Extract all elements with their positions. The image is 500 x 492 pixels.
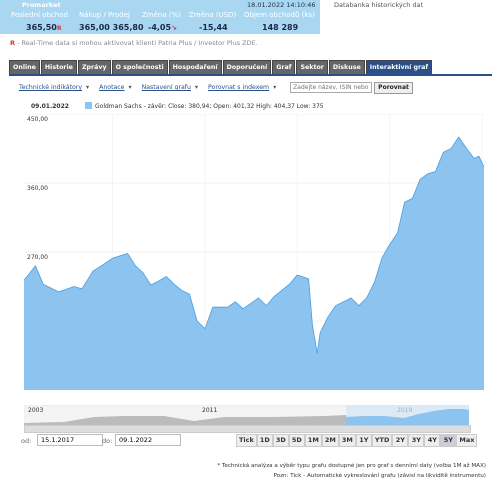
footnote-1: * Technická analýza a výběr typu grafu d… <box>217 463 486 469</box>
header-last-trade: Poslední obchod <box>11 11 68 19</box>
header-change-pct: Změna (%) <box>142 11 181 19</box>
header-change-usd: Změna (USD) <box>189 11 237 19</box>
navigator-year-label: 2003 <box>28 407 43 414</box>
chevron-down-icon[interactable]: ▾ <box>128 84 132 91</box>
range-button-5y[interactable]: 5Y <box>440 434 457 447</box>
tab-doporuceni[interactable]: Doporučení <box>222 60 272 75</box>
range-button-1d[interactable]: 1D <box>256 434 273 447</box>
chevron-down-icon[interactable]: ▾ <box>194 84 199 91</box>
navigator-history-area <box>24 415 346 425</box>
date-range: od: do: <box>0 434 500 448</box>
tab-zpravy[interactable]: Zprávy <box>77 60 111 75</box>
to-date-input[interactable] <box>115 434 181 446</box>
to-label: do: <box>102 437 113 445</box>
history-link[interactable]: Databanka historických dat <box>334 1 424 9</box>
range-button-ytd[interactable]: YTD <box>371 434 393 447</box>
compare-index-link[interactable]: Porovnat s indexem <box>208 84 270 91</box>
y-tick-label: 360,00 <box>27 185 48 192</box>
tab-o-spolecnosti[interactable]: O společnosti <box>111 60 168 75</box>
range-button-3d[interactable]: 3D <box>272 434 289 447</box>
change-usd-value: -15,44 <box>199 23 228 32</box>
tab-interaktivni-graf[interactable]: Interaktivní graf <box>365 60 433 75</box>
tab-bar: Online Historie Zprávy O společnosti Hos… <box>9 60 433 75</box>
header-volume: Objem obchodů (ks) <box>244 11 315 19</box>
realtime-notice: R - Real-Time data si mohou aktivovat kl… <box>10 39 258 47</box>
y-tick-label: 270,00 <box>27 254 48 261</box>
tab-graf[interactable]: Graf <box>272 60 296 75</box>
series-line <box>24 136 484 354</box>
realtime-flag: R <box>56 25 62 32</box>
chart-header: 09.01.2022 Goldman Sachs - závěr: Close:… <box>25 101 485 113</box>
range-buttons: Tick 1D 3D 5D 1M 2M 3M 1Y YTD 2Y 3Y 4Y 5Y Max <box>236 434 478 447</box>
chart-toolbar: Technické indikátory ▾ Anotace ▾ Nastavení… <box>19 81 413 94</box>
from-date-input[interactable] <box>37 434 103 446</box>
range-button-1m[interactable]: 1M <box>304 434 322 447</box>
navigator-selected-area <box>346 409 469 425</box>
from-label: od: <box>21 437 32 445</box>
chart-settings-link[interactable]: Nastavení grafu <box>141 84 191 91</box>
compare-button[interactable]: Porovnat <box>374 81 413 94</box>
navigator-chart[interactable]: 200320112019 <box>24 405 469 425</box>
range-button-5d[interactable]: 5D <box>288 434 305 447</box>
series-area <box>24 137 484 390</box>
chart-date: 09.01.2022 <box>31 103 69 110</box>
range-button-1y[interactable]: 1Y <box>355 434 372 447</box>
legend-swatch <box>85 102 92 109</box>
range-button-4y[interactable]: 4Y <box>424 434 441 447</box>
last-trade-value: 365,50R <box>26 23 62 32</box>
range-button-3y[interactable]: 3Y <box>408 434 425 447</box>
volume-value: 148 289 <box>262 23 299 32</box>
indicators-link[interactable]: Technické indikátory <box>19 84 83 91</box>
bid-ask-value: 365,00 365,80 <box>79 23 144 32</box>
range-button-2m[interactable]: 2M <box>321 434 339 447</box>
footnote-2: Pozn: Tick - Automatické vykreslování gr… <box>273 473 486 479</box>
range-button-tick[interactable]: Tick <box>236 434 257 447</box>
tab-sektor[interactable]: Sektor <box>296 60 328 75</box>
quote-panel: Promarket 18.01.2022 14:10:46 Poslední o… <box>0 0 320 34</box>
tab-historie[interactable]: Historie <box>40 60 77 75</box>
quote-datetime: 18.01.2022 14:10:46 <box>247 1 316 9</box>
header-bid-ask: Nákup / Prodej <box>79 11 130 19</box>
tab-underline <box>9 74 492 76</box>
y-tick-label: 450,00 <box>27 116 48 123</box>
chevron-down-icon[interactable]: ▾ <box>273 84 277 91</box>
range-button-3m[interactable]: 3M <box>338 434 356 447</box>
annotations-link[interactable]: Anotace <box>99 84 125 91</box>
tab-diskuse[interactable]: Diskuse <box>328 60 365 75</box>
range-button-2y[interactable]: 2Y <box>392 434 409 447</box>
down-arrow-icon: ↘ <box>171 24 177 32</box>
chart-legend: Goldman Sachs - závěr: Close: 380,94; Op… <box>95 103 324 110</box>
compare-input[interactable] <box>290 82 373 93</box>
navigator-scrollbar[interactable] <box>24 425 471 433</box>
range-button-max[interactable]: Max <box>456 434 478 447</box>
tab-hospodareni[interactable]: Hospodaření <box>168 60 222 75</box>
chevron-down-icon[interactable]: ▾ <box>86 84 90 91</box>
tab-online[interactable]: Online <box>9 60 40 75</box>
market-label: Promarket <box>22 1 61 9</box>
navigator-year-label: 2011 <box>202 407 217 414</box>
change-pct-value: -4,05↘ <box>148 23 177 32</box>
